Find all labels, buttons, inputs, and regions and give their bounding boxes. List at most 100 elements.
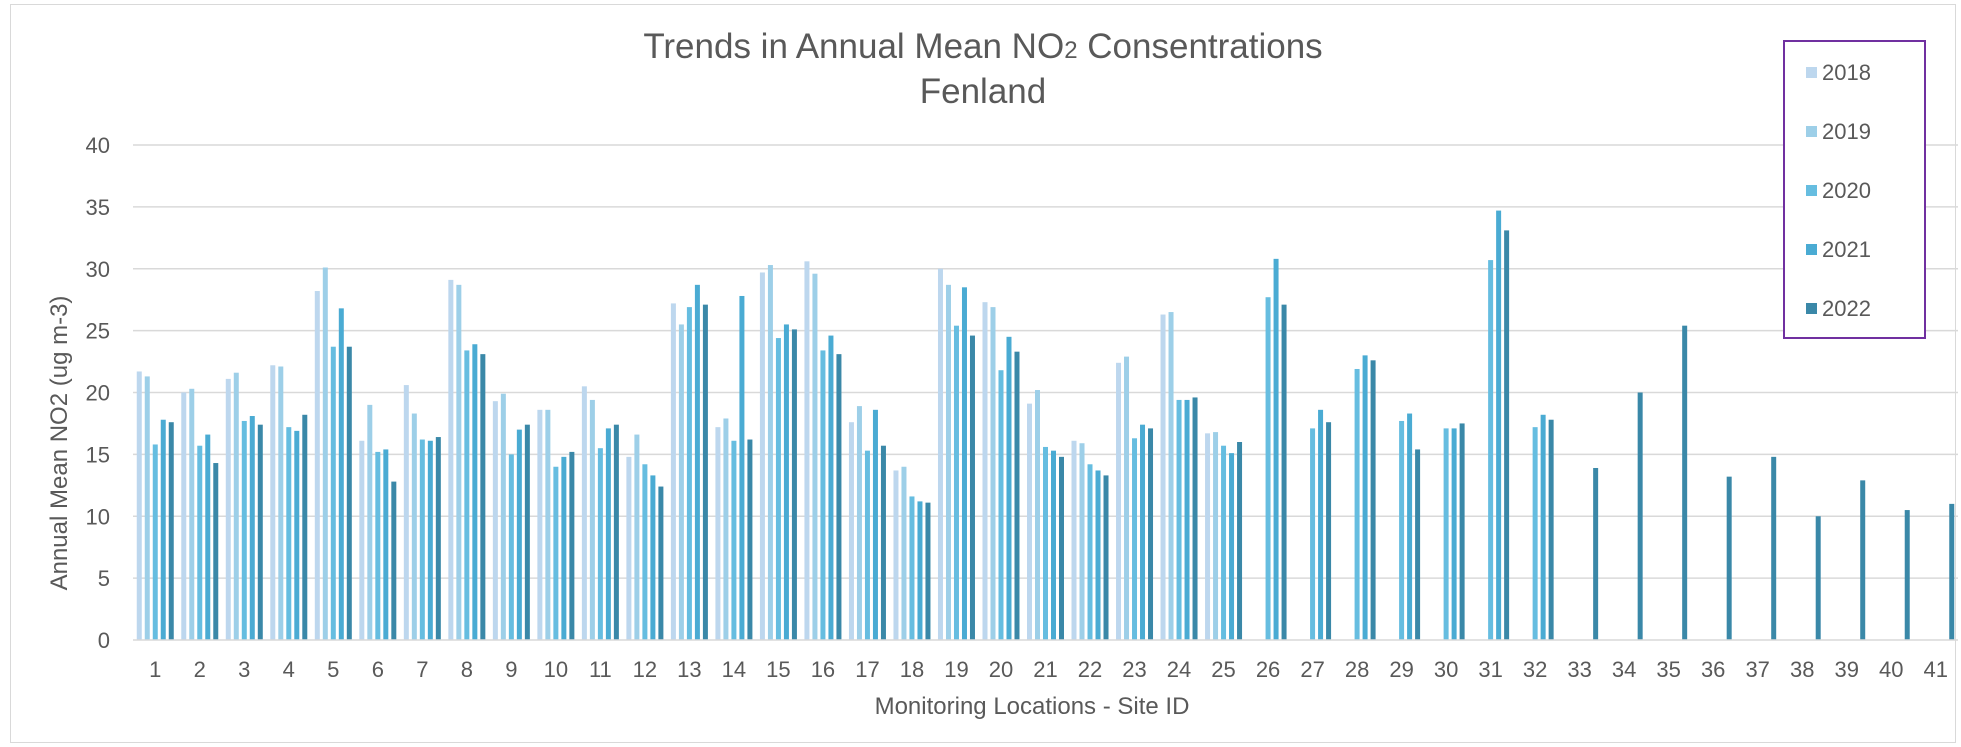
x-tick-label: 4 xyxy=(283,657,295,682)
bar-site-12-2020 xyxy=(642,464,648,640)
y-tick-label: 0 xyxy=(98,628,110,653)
bar-site-5-2020 xyxy=(330,346,336,640)
bar-site-5-2022 xyxy=(346,346,352,640)
chart-frame xyxy=(10,4,1956,743)
x-tick-label: 10 xyxy=(544,657,568,682)
bar-site-13-2022 xyxy=(702,304,708,640)
bar-site-6-2021 xyxy=(383,449,389,640)
y-tick-label: 5 xyxy=(98,566,110,591)
bar-site-7-2022 xyxy=(435,437,441,640)
bar-site-41-2022 xyxy=(1949,503,1955,640)
bar-site-35-2022 xyxy=(1682,325,1688,640)
bar-site-18-2018 xyxy=(893,470,899,640)
bar-site-25-2022 xyxy=(1237,442,1243,640)
bar-site-4-2020 xyxy=(286,427,292,640)
bar-site-6-2020 xyxy=(375,451,381,640)
bar-site-27-2021 xyxy=(1318,409,1324,640)
bar-site-23-2019 xyxy=(1124,356,1130,640)
bar-site-12-2019 xyxy=(634,434,640,640)
bar-site-19-2019 xyxy=(945,284,951,640)
bar-site-28-2020 xyxy=(1354,368,1360,640)
x-tick-label: 11 xyxy=(589,657,612,682)
bar-site-7-2021 xyxy=(427,440,433,640)
bar-site-11-2021 xyxy=(605,428,611,640)
bar-site-22-2018 xyxy=(1071,440,1077,640)
bar-site-29-2021 xyxy=(1407,413,1413,640)
legend-label-2022: 2022 xyxy=(1822,296,1871,321)
bar-site-6-2018 xyxy=(359,440,365,640)
bar-site-20-2019 xyxy=(990,307,996,640)
bar-site-27-2020 xyxy=(1310,428,1316,640)
bar-site-23-2018 xyxy=(1116,362,1122,640)
x-tick-label: 36 xyxy=(1701,657,1725,682)
legend-box xyxy=(1783,40,1926,339)
x-tick-label: 20 xyxy=(989,657,1013,682)
bar-site-15-2021 xyxy=(783,324,789,640)
bar-site-20-2021 xyxy=(1006,336,1012,640)
bar-site-13-2019 xyxy=(678,324,684,640)
bar-site-28-2021 xyxy=(1362,355,1368,640)
legend-label-2019: 2019 xyxy=(1822,119,1871,144)
bar-site-19-2022 xyxy=(969,335,975,640)
bar-site-21-2020 xyxy=(1043,446,1048,640)
x-tick-label: 25 xyxy=(1211,657,1235,682)
bar-site-31-2020 xyxy=(1488,260,1494,640)
bar-site-21-2021 xyxy=(1051,450,1056,640)
bar-site-37-2022 xyxy=(1771,456,1777,640)
x-tick-label: 16 xyxy=(811,657,835,682)
bar-site-16-2021 xyxy=(828,335,834,640)
bar-site-21-2018 xyxy=(1027,403,1032,640)
x-tick-label: 9 xyxy=(505,657,517,682)
bar-site-19-2020 xyxy=(953,325,959,640)
bar-site-12-2022 xyxy=(658,486,664,640)
bar-site-17-2021 xyxy=(872,409,878,640)
bar-site-32-2020 xyxy=(1532,427,1538,640)
bar-site-3-2021 xyxy=(249,416,255,640)
bar-site-22-2020 xyxy=(1087,464,1093,640)
y-tick-label: 20 xyxy=(86,381,110,406)
bar-site-25-2021 xyxy=(1229,453,1235,640)
bar-site-24-2019 xyxy=(1168,312,1174,640)
bars xyxy=(136,210,1955,640)
bar-site-1-2020 xyxy=(152,444,158,640)
bar-site-1-2022 xyxy=(168,422,174,640)
bar-site-11-2018 xyxy=(581,386,587,640)
legend-swatch-2021 xyxy=(1806,244,1817,255)
bar-site-11-2020 xyxy=(597,448,603,640)
bar-site-19-2021 xyxy=(961,287,967,640)
legend: 2018 2019 2020 2021 2022 xyxy=(1806,60,1871,321)
x-tick-label: 22 xyxy=(1078,657,1102,682)
bar-site-25-2019 xyxy=(1213,432,1219,640)
y-tick-label: 40 xyxy=(86,133,110,158)
bar-site-10-2021 xyxy=(561,456,567,640)
legend-swatch-2019 xyxy=(1806,126,1817,137)
bar-site-2-2019 xyxy=(189,388,195,640)
bar-site-14-2021 xyxy=(739,295,745,640)
bar-site-16-2019 xyxy=(812,273,818,640)
legend-swatch-2018 xyxy=(1806,67,1817,78)
bar-site-30-2020 xyxy=(1443,428,1449,640)
bar-site-23-2022 xyxy=(1148,428,1154,640)
x-tick-label: 32 xyxy=(1523,657,1547,682)
bar-site-24-2018 xyxy=(1160,314,1166,640)
bar-site-39-2022 xyxy=(1860,480,1866,640)
x-tick-label: 19 xyxy=(944,657,968,682)
bar-site-11-2019 xyxy=(589,399,595,640)
bar-site-7-2020 xyxy=(419,439,425,640)
bar-site-3-2019 xyxy=(233,372,239,640)
bar-site-22-2021 xyxy=(1095,470,1101,640)
bar-site-3-2022 xyxy=(257,424,263,640)
bar-site-6-2022 xyxy=(391,481,397,640)
bar-site-5-2019 xyxy=(322,267,328,640)
bar-site-13-2021 xyxy=(694,284,700,640)
x-tick-label: 38 xyxy=(1790,657,1814,682)
bar-site-18-2019 xyxy=(901,466,907,640)
bar-site-31-2022 xyxy=(1504,230,1510,640)
bar-site-23-2020 xyxy=(1132,438,1138,640)
bar-site-2-2020 xyxy=(197,445,203,640)
bar-site-17-2019 xyxy=(856,406,862,640)
bar-site-14-2022 xyxy=(747,439,753,640)
bar-site-20-2020 xyxy=(998,370,1004,640)
x-axis-label: Monitoring Locations - Site ID xyxy=(875,693,1190,720)
gridlines xyxy=(133,144,1958,579)
